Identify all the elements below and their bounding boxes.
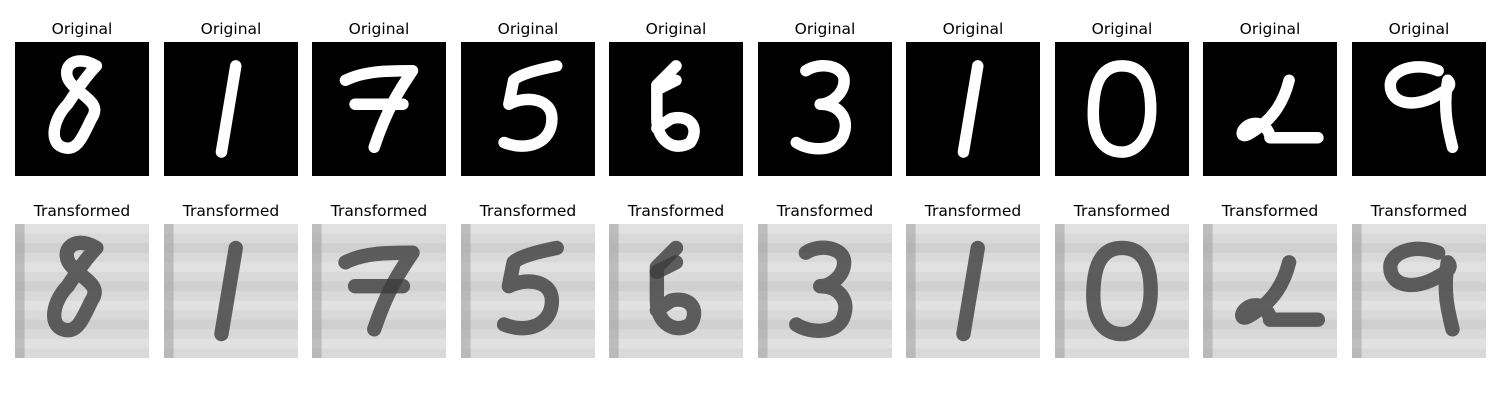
noise-band (312, 339, 446, 349)
noise-band (906, 224, 1040, 234)
noise-band (312, 224, 446, 234)
noise-band (312, 262, 446, 272)
noise-band (15, 339, 149, 349)
digit-8-image (15, 42, 149, 176)
panel-title: Original (1352, 20, 1486, 38)
panel-title: Original (312, 20, 446, 38)
panel-title: Original (758, 20, 892, 38)
noise-band (164, 224, 298, 234)
digit-5-image (461, 42, 595, 176)
panel-title: Original (906, 20, 1040, 38)
image-background (461, 42, 595, 176)
noise-band (609, 224, 743, 234)
transformed-digit-9-image (1352, 224, 1486, 358)
noise-band (758, 262, 892, 272)
noise-band (461, 224, 595, 234)
panel-title: Original (164, 20, 298, 38)
noise-band (906, 320, 1040, 330)
panel-title: Transformed (312, 202, 446, 220)
transformed-digit-1-image (906, 224, 1040, 358)
noise-edge (164, 224, 174, 358)
noise-edge (758, 224, 768, 358)
noise-band (1055, 281, 1189, 291)
transformed-digit-1-image (164, 224, 298, 358)
noise-band (1203, 339, 1337, 349)
noise-band (758, 301, 892, 311)
transformed-digit-0-image (1055, 224, 1189, 358)
panel-title: Transformed (1055, 202, 1189, 220)
panel-title: Original (1203, 20, 1337, 38)
noise-band (15, 224, 149, 234)
panel-title: Transformed (15, 202, 149, 220)
transformed-digit-8-image (15, 224, 149, 358)
noise-band (1055, 262, 1189, 272)
transformed-digit-5-image (461, 224, 595, 358)
panel-title: Transformed (609, 202, 743, 220)
panel-title: Transformed (164, 202, 298, 220)
noise-edge (906, 224, 916, 358)
panel-title: Original (609, 20, 743, 38)
panel-title: Transformed (1203, 202, 1337, 220)
digit-3-image (758, 42, 892, 176)
noise-band (1203, 224, 1337, 234)
digit-0-image (1055, 42, 1189, 176)
noise-band (1352, 224, 1486, 234)
noise-band (1352, 320, 1486, 330)
panel-title: Transformed (758, 202, 892, 220)
noise-edge (1203, 224, 1213, 358)
noise-band (164, 320, 298, 330)
digit-stroke (657, 262, 676, 272)
noise-band (758, 224, 892, 234)
noise-edge (1055, 224, 1065, 358)
noise-band (461, 262, 595, 272)
transformed-digit-3-image (758, 224, 892, 358)
digit-1-image (906, 42, 1040, 176)
noise-band (1352, 301, 1486, 311)
noise-band (1352, 262, 1486, 272)
noise-band (609, 281, 743, 291)
noise-edge (15, 224, 25, 358)
noise-band (1055, 224, 1189, 234)
noise-band (1203, 243, 1337, 253)
noise-edge (1352, 224, 1362, 358)
panel-title: Original (461, 20, 595, 38)
transformed-digit-2-image (1203, 224, 1337, 358)
noise-band (1203, 262, 1337, 272)
noise-edge (312, 224, 322, 358)
noise-band (1352, 339, 1486, 349)
digit-9-image (1352, 42, 1486, 176)
digit-7-image (312, 42, 446, 176)
noise-band (164, 339, 298, 349)
noise-edge (461, 224, 471, 358)
panel-title: Transformed (906, 202, 1040, 220)
noise-band (906, 339, 1040, 349)
transformed-digit-7-image (312, 224, 446, 358)
transformed-digit-6-image (609, 224, 743, 358)
panel-title: Transformed (461, 202, 595, 220)
digit-2-image (1203, 42, 1337, 176)
digit-6-image (609, 42, 743, 176)
panel-title: Original (1055, 20, 1189, 38)
noise-edge (609, 224, 619, 358)
digit-1-image (164, 42, 298, 176)
panel-title: Original (15, 20, 149, 38)
noise-band (758, 339, 892, 349)
noise-band (1055, 301, 1189, 311)
panel-title: Transformed (1352, 202, 1486, 220)
noise-band (461, 339, 595, 349)
noise-band (461, 301, 595, 311)
noise-band (609, 339, 743, 349)
